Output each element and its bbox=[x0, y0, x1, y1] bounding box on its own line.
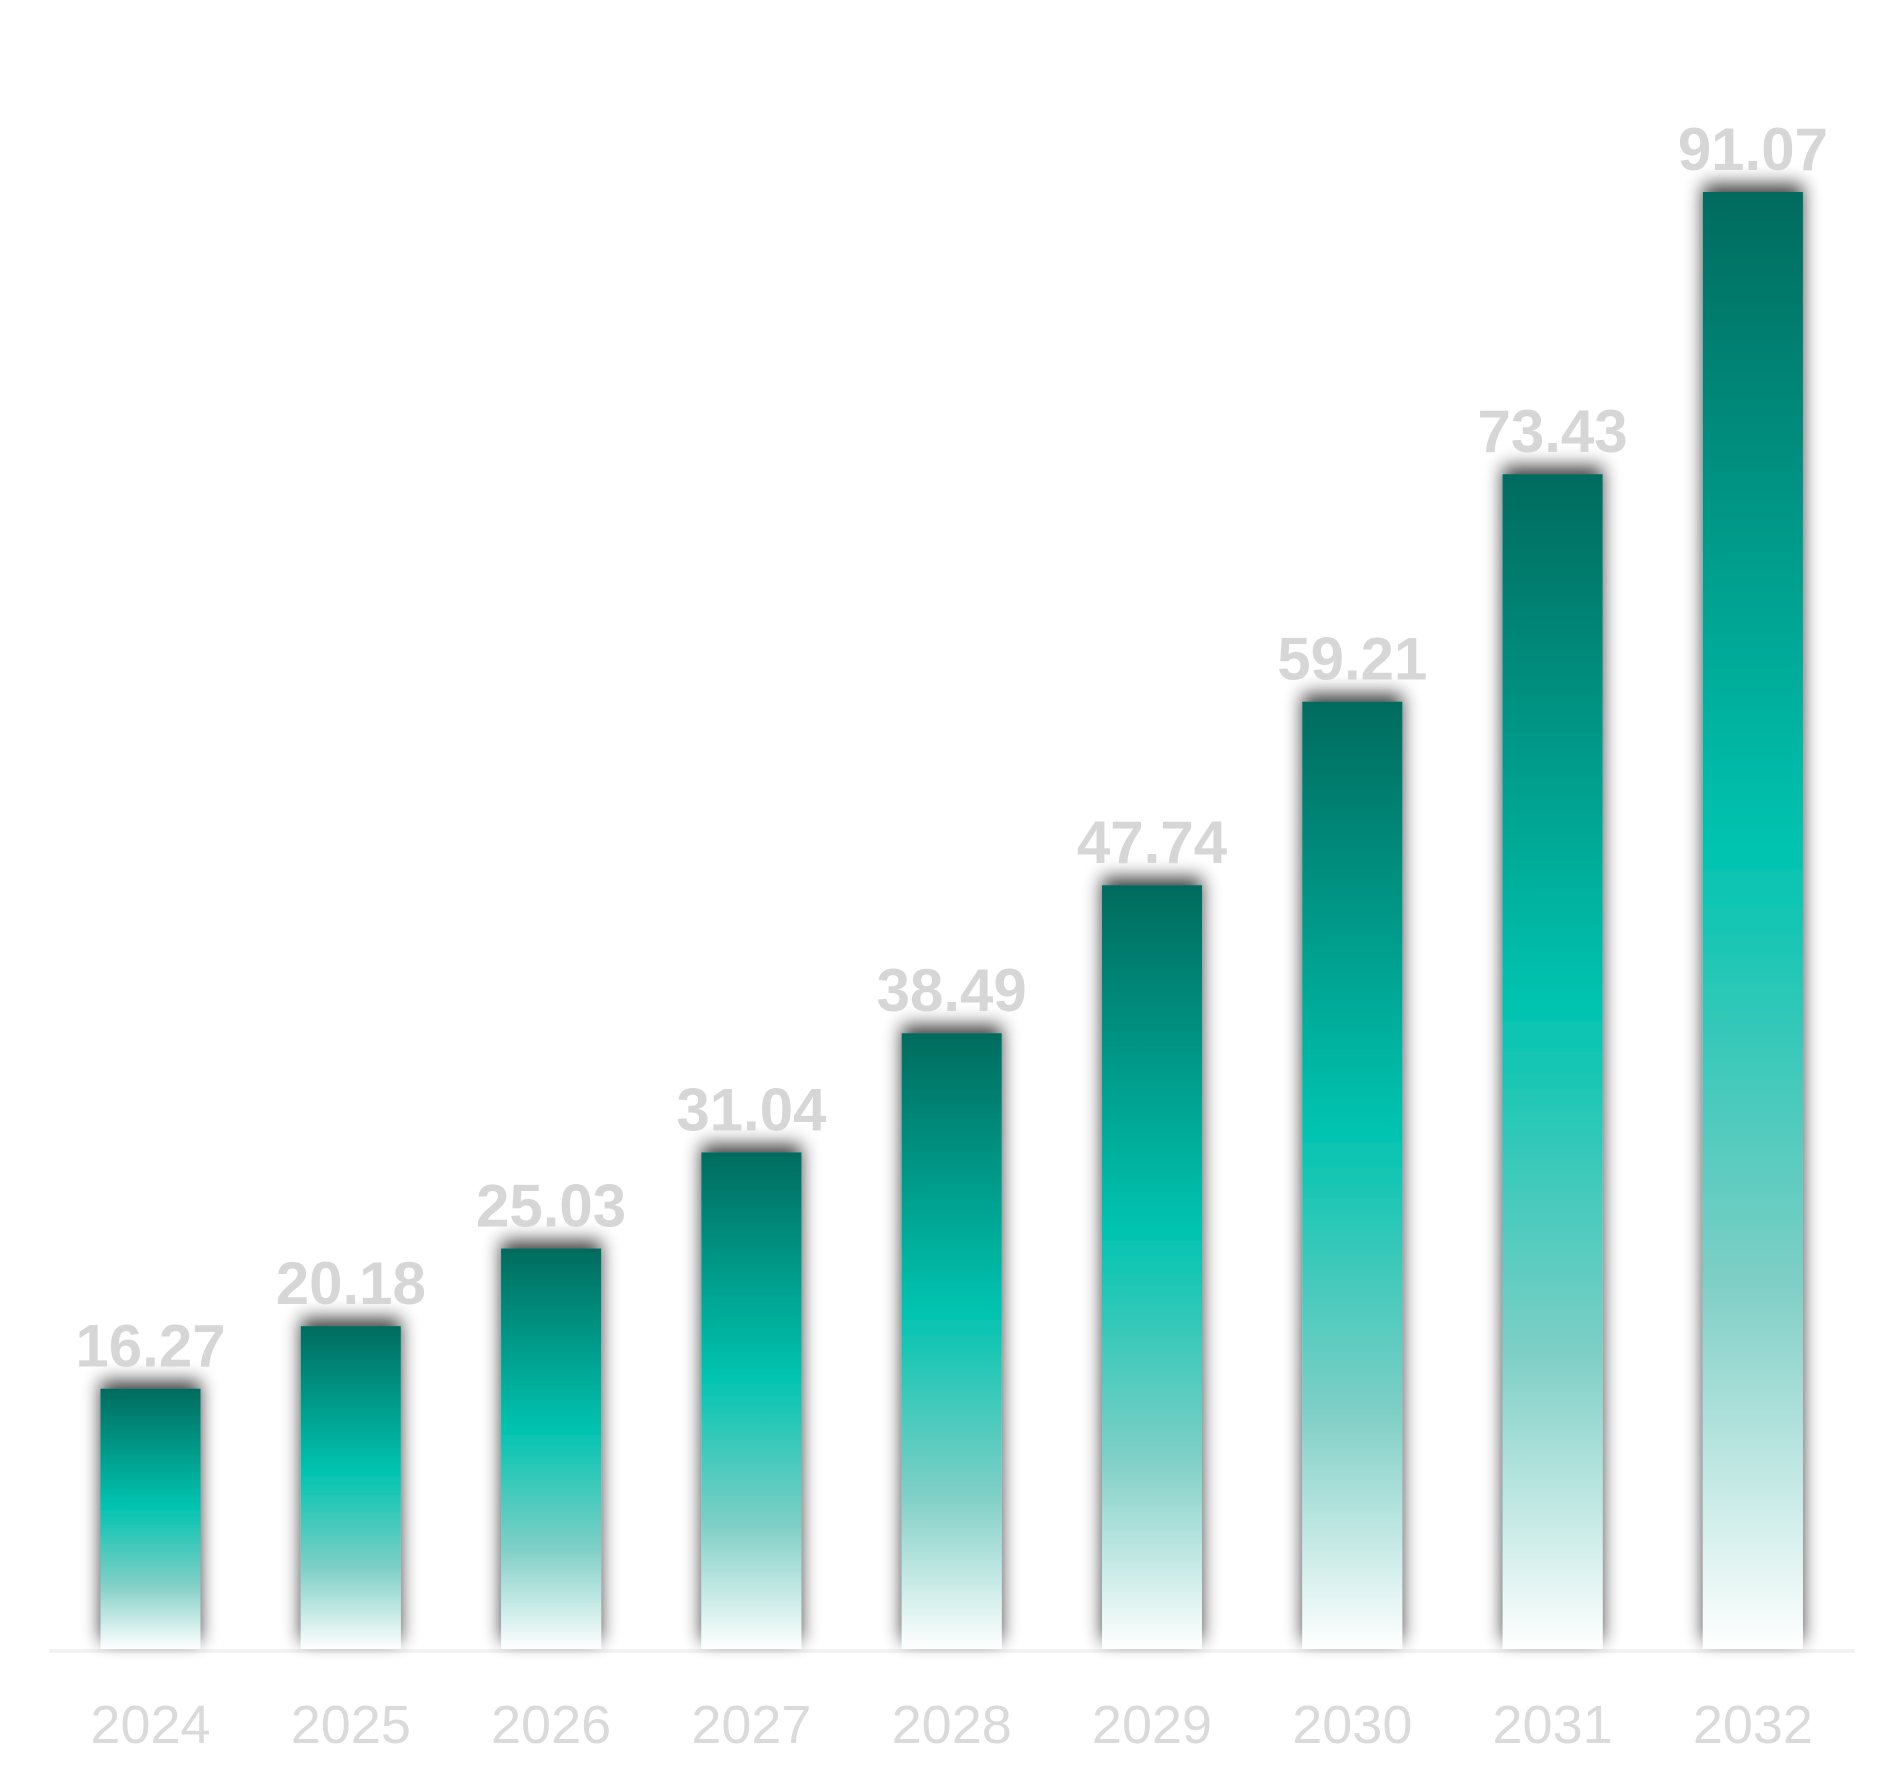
bar-2024 bbox=[100, 1388, 201, 1649]
data-label: 59.21 bbox=[1277, 626, 1427, 693]
bar-2031 bbox=[1502, 474, 1603, 1649]
x-tick-label: 2030 bbox=[1292, 1695, 1412, 1755]
x-tick-label: 2027 bbox=[691, 1695, 811, 1755]
bar-2030 bbox=[1302, 701, 1403, 1649]
data-label: 91.07 bbox=[1678, 116, 1828, 183]
data-label: 16.27 bbox=[75, 1313, 225, 1380]
x-tick-label: 2026 bbox=[491, 1695, 611, 1755]
data-label: 38.49 bbox=[877, 957, 1027, 1024]
x-tick-label: 2029 bbox=[1092, 1695, 1212, 1755]
x-tick-label: 2031 bbox=[1493, 1695, 1613, 1755]
x-tick-label: 2028 bbox=[892, 1695, 1012, 1755]
bar-2027 bbox=[701, 1152, 802, 1649]
bar-2029 bbox=[1102, 885, 1202, 1649]
data-label: 47.74 bbox=[1077, 809, 1228, 876]
bar-2032 bbox=[1702, 192, 1803, 1649]
bar-2025 bbox=[300, 1326, 401, 1649]
bar-2026 bbox=[501, 1248, 602, 1649]
data-label: 25.03 bbox=[476, 1173, 626, 1240]
data-label: 20.18 bbox=[276, 1250, 426, 1317]
bar-2028 bbox=[901, 1033, 1002, 1649]
x-tick-label: 2025 bbox=[291, 1695, 411, 1755]
data-label: 73.43 bbox=[1478, 398, 1628, 465]
x-tick-label: 2032 bbox=[1693, 1695, 1813, 1755]
x-tick-label: 2024 bbox=[90, 1695, 210, 1755]
data-label: 31.04 bbox=[676, 1076, 827, 1143]
